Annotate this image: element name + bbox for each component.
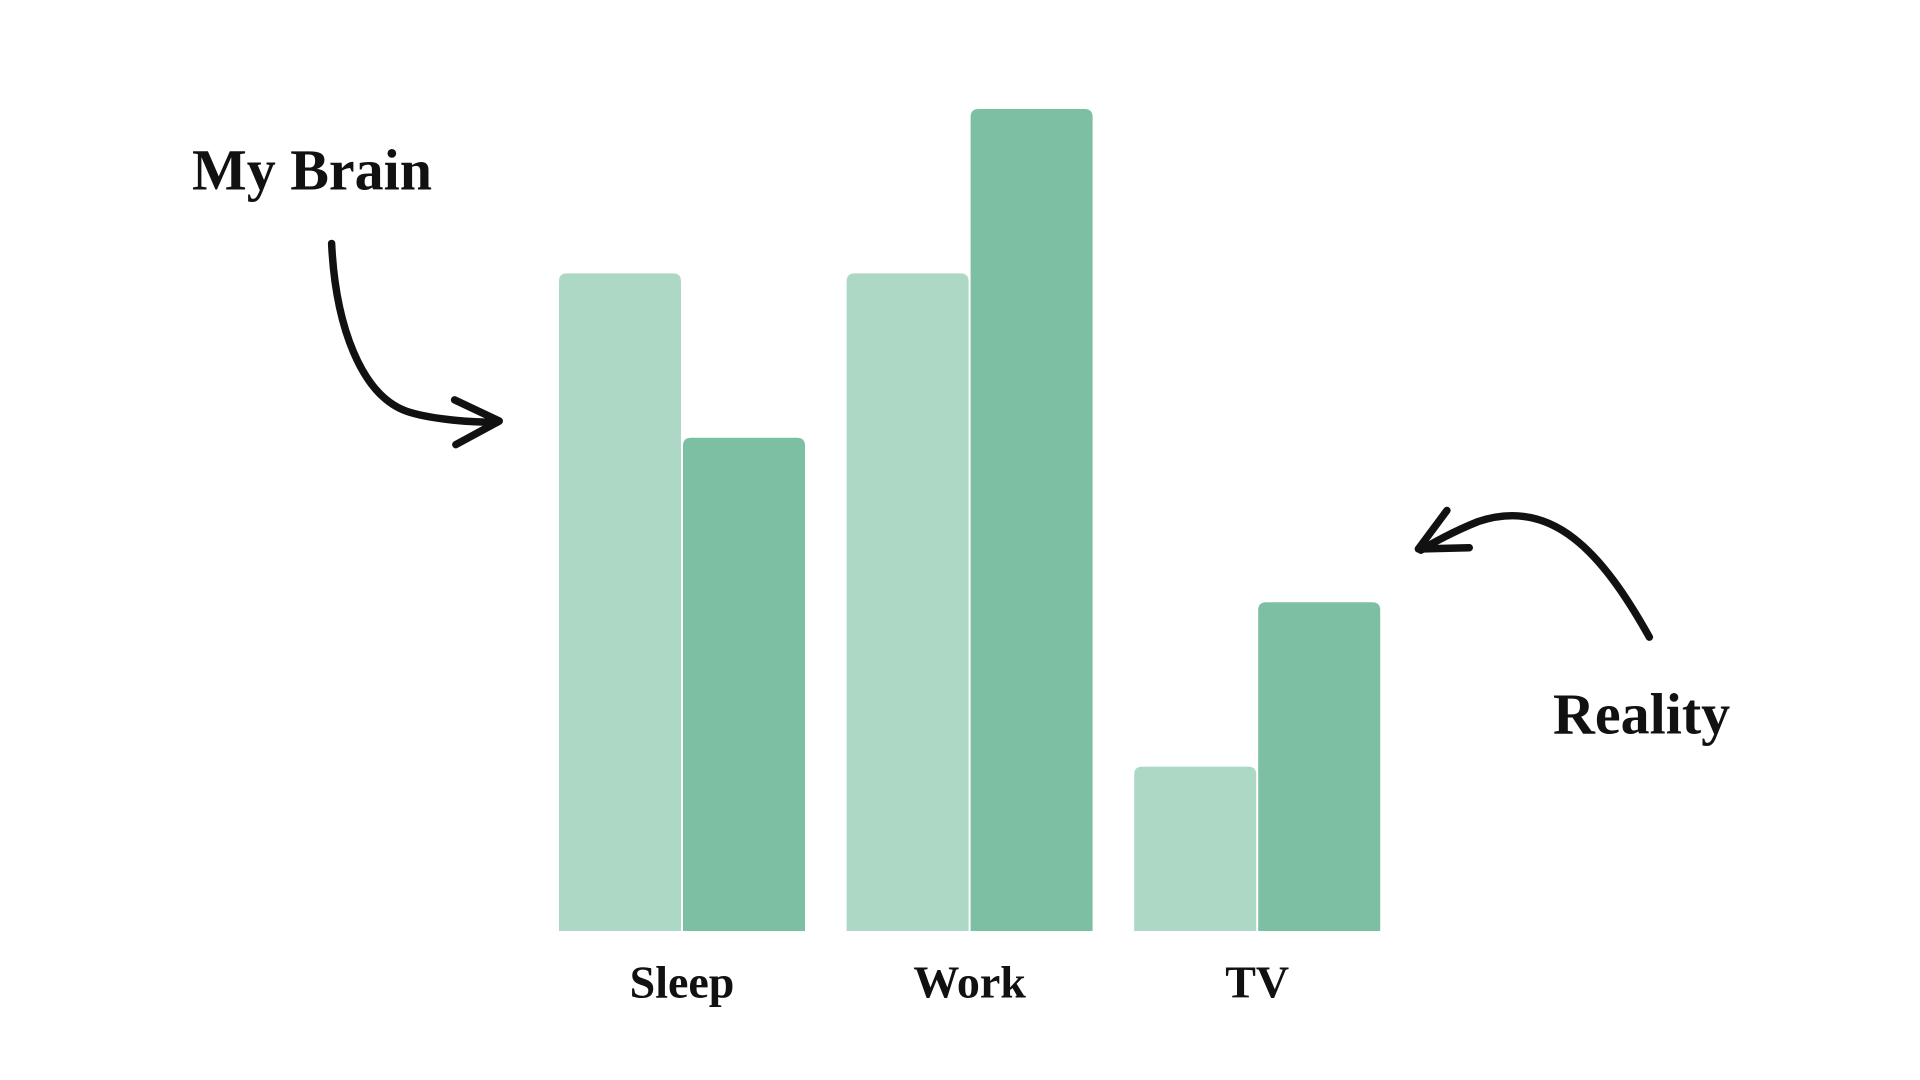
- bar: [846, 273, 969, 931]
- bar: [683, 437, 805, 931]
- arrow: [1417, 512, 1654, 641]
- bar: [559, 273, 681, 931]
- arrow: [327, 239, 501, 427]
- x-tick-label: Sleep: [630, 957, 735, 1008]
- x-tick-label: Work: [913, 957, 1026, 1008]
- bar: [1134, 766, 1257, 931]
- x-tick-label: TV: [1225, 957, 1289, 1008]
- bar: [1258, 602, 1381, 931]
- series-annotation: Reality: [1553, 681, 1730, 746]
- bar: [970, 109, 1093, 931]
- arrow-head: [450, 396, 504, 449]
- arrow-head: [1414, 506, 1474, 553]
- arrows: [327, 239, 1654, 641]
- series-annotation: My Brain: [192, 137, 432, 202]
